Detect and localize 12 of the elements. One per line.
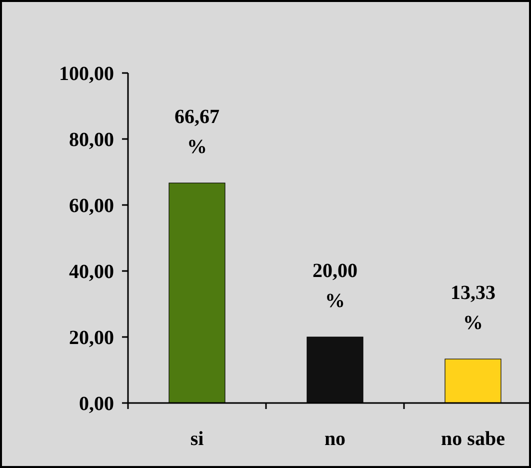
y-tick-label: 0,00 [79, 393, 114, 415]
data-label: 20,00 % [312, 260, 358, 312]
y-tick-label: 60,00 [69, 195, 114, 217]
y-tick-label: 40,00 [69, 261, 114, 283]
y-tick-label: 100,00 [59, 63, 114, 85]
data-label: 66,67 % [174, 106, 220, 158]
y-tick-label: 20,00 [69, 327, 114, 349]
x-tick-label: no [324, 428, 346, 450]
x-tick-label: si [190, 428, 204, 450]
y-tick-label: 80,00 [69, 129, 114, 151]
data-label: 13,33 % [450, 282, 496, 334]
x-tick-label: no sabe [441, 428, 506, 450]
